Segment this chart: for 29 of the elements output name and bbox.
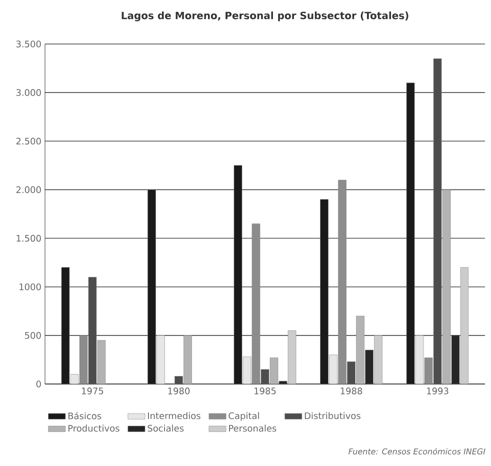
- x-tick-label: 1988: [340, 388, 362, 394]
- legend-label: Personales: [229, 424, 276, 432]
- y-tick-label: 0: [36, 380, 41, 388]
- bar: [184, 335, 192, 384]
- x-tick-label: 1985: [254, 388, 276, 394]
- y-tick-label: 3.000: [16, 89, 41, 96]
- bar: [329, 354, 338, 384]
- x-tick-label: 1993: [427, 388, 448, 394]
- bar: [148, 190, 156, 384]
- legend-label: Básicos: [68, 412, 102, 420]
- legend-label: Distributivos: [304, 412, 360, 420]
- legend-label: Intermedios: [148, 412, 200, 420]
- y-tick-label: 2.000: [16, 186, 41, 194]
- bar: [320, 199, 328, 384]
- chart-title: Lagos de Moreno, Personal por Subsector (Totales): [122, 12, 408, 22]
- legend-label: Capital: [228, 412, 259, 421]
- legend-label: Productivos: [68, 424, 120, 432]
- x-tick-label: 1975: [82, 388, 104, 394]
- bar: [156, 335, 165, 384]
- y-tick-label: 2.500: [16, 138, 41, 145]
- bar: [356, 316, 364, 384]
- bar: [347, 361, 356, 384]
- y-tick-label: 1000: [20, 283, 41, 290]
- x-tick-label: 1980: [168, 388, 190, 394]
- y-tick-label: 1.500: [16, 234, 41, 242]
- legend-label: Sociales: [148, 424, 184, 432]
- y-tick-label: 3.500: [16, 40, 41, 48]
- text: Fuente: Censos Económicos INEGI: [348, 448, 486, 454]
- y-tick-label: 500: [24, 332, 41, 339]
